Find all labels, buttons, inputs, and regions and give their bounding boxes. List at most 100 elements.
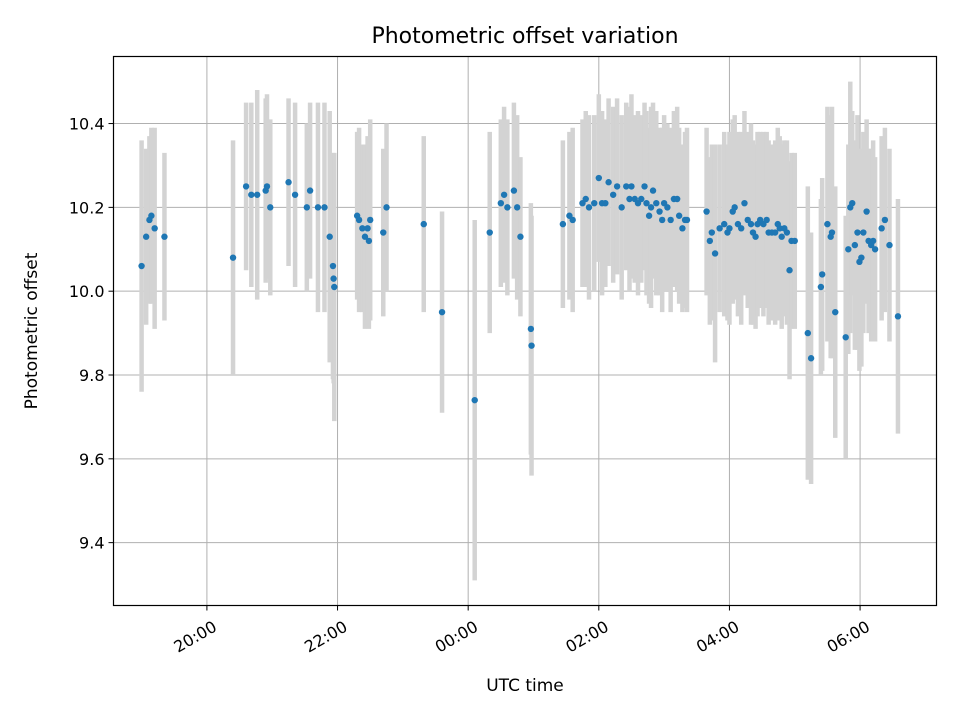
data-point (148, 212, 155, 219)
data-point (881, 216, 889, 224)
data-point (242, 183, 250, 190)
data-point (807, 355, 815, 362)
data-point (778, 233, 785, 240)
data-point (828, 229, 836, 236)
data-point (842, 334, 849, 341)
data-point (500, 191, 508, 198)
data-point (741, 199, 748, 207)
data-point (726, 225, 733, 232)
data-point (365, 237, 373, 245)
data-point (731, 204, 738, 211)
data-point (832, 308, 839, 316)
data-point (858, 254, 865, 261)
data-point (471, 396, 478, 404)
data-point (263, 183, 271, 190)
data-point (248, 191, 255, 198)
data-point (438, 308, 446, 316)
data-point (383, 204, 390, 211)
data-point (791, 237, 798, 245)
data-point (291, 191, 299, 198)
data-point (359, 225, 366, 232)
data-point (585, 204, 593, 211)
data-point (361, 233, 369, 240)
data-point (649, 187, 657, 194)
data-point (326, 233, 333, 240)
data-point (871, 246, 879, 253)
data-point (486, 229, 493, 236)
data-point (752, 233, 759, 240)
data-point (329, 262, 337, 270)
data-point (497, 199, 505, 207)
data-point (142, 233, 150, 240)
data-point (314, 204, 322, 211)
data-point (138, 262, 145, 270)
data-point (623, 183, 630, 190)
y-tick-label: 9.8 (79, 366, 104, 385)
data-points (138, 174, 902, 404)
data-point (613, 183, 621, 190)
data-point (331, 283, 338, 291)
data-point (605, 179, 612, 186)
data-point (618, 204, 625, 211)
data-point (869, 237, 877, 245)
data-point (306, 187, 314, 194)
data-point (786, 267, 793, 274)
data-point (330, 275, 337, 282)
data-point (285, 179, 292, 186)
data-point (776, 225, 783, 232)
data-point (824, 220, 831, 228)
data-point (321, 204, 328, 211)
data-point (569, 216, 576, 224)
data-point (510, 187, 518, 194)
data-point (517, 233, 524, 240)
data-point (679, 225, 686, 232)
data-point (303, 204, 311, 211)
data-point (703, 208, 710, 215)
data-point (783, 229, 791, 236)
data-point (229, 254, 237, 261)
data-point (854, 229, 861, 236)
data-point (658, 216, 666, 224)
data-point (721, 220, 728, 228)
chart-title: Photometric offset variation (371, 24, 678, 49)
data-point (845, 246, 852, 253)
data-point (626, 195, 633, 203)
data-point (716, 225, 723, 232)
data-point (863, 208, 870, 215)
data-point (161, 233, 168, 240)
y-tick-label: 10.4 (69, 115, 105, 134)
data-point (647, 204, 655, 211)
data-point (894, 313, 902, 320)
y-axis-ticks: 9.4 9.6 9.8 10.0 10.2 10.4 (69, 115, 114, 553)
x-axis-label: UTC time (486, 676, 564, 696)
data-point (683, 216, 691, 224)
plot-frame (112, 55, 938, 607)
data-point (504, 204, 511, 211)
data-point (738, 225, 745, 232)
data-point (763, 216, 770, 224)
data-point (849, 199, 856, 207)
data-point (628, 183, 635, 190)
data-point (364, 225, 371, 232)
data-point (886, 241, 893, 249)
data-point (804, 329, 812, 337)
y-tick-label: 10.0 (69, 282, 105, 301)
data-point (253, 191, 261, 198)
data-point (653, 199, 660, 207)
data-point (643, 199, 650, 207)
data-point (675, 212, 683, 219)
data-point (559, 220, 567, 228)
data-point (656, 208, 663, 215)
y-tick-label: 9.4 (79, 534, 104, 553)
data-point (706, 237, 714, 245)
data-point (527, 325, 535, 333)
data-point (638, 195, 645, 203)
data-point (878, 225, 885, 232)
data-point (673, 195, 681, 203)
data-point (355, 216, 363, 224)
data-point (708, 229, 716, 236)
data-point (711, 250, 719, 257)
data-point (267, 204, 274, 211)
